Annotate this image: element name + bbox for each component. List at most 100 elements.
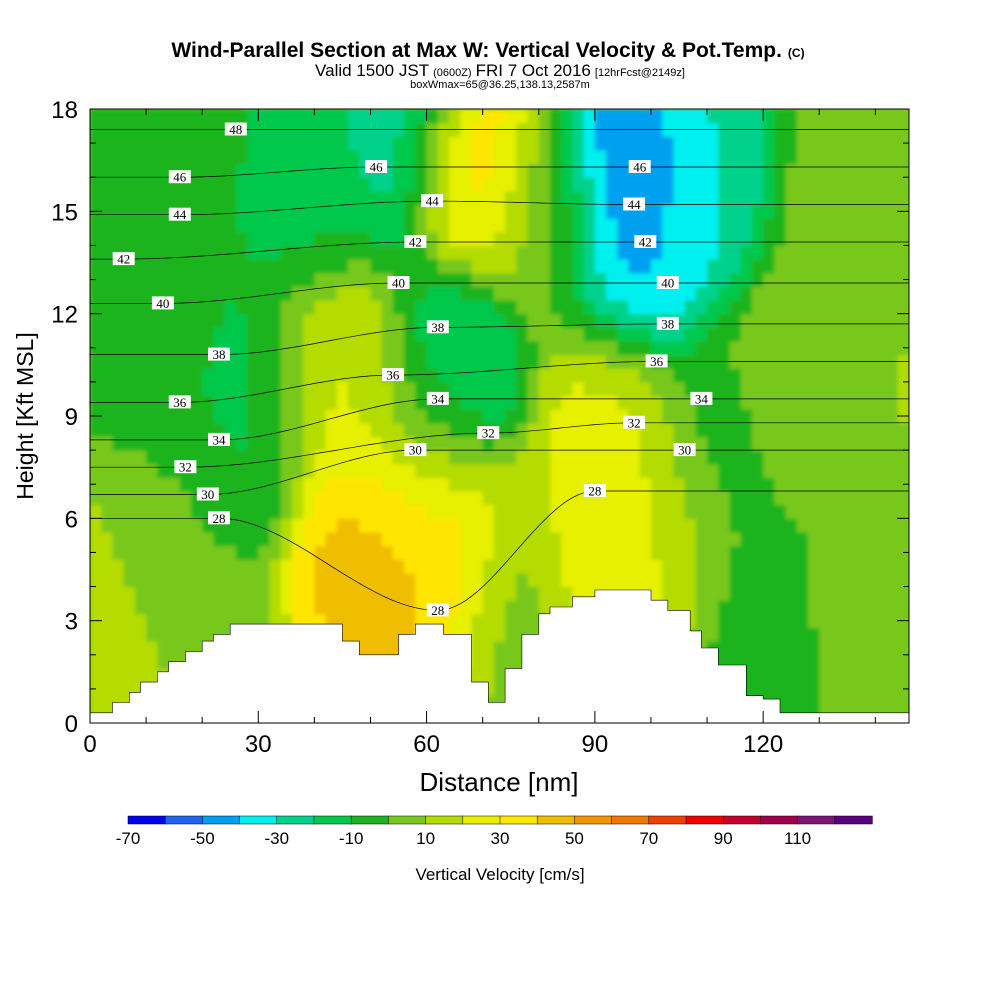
- w-cell: [258, 586, 271, 601]
- w-cell: [168, 450, 181, 465]
- w-cell: [639, 218, 652, 233]
- w-cell: [471, 368, 484, 383]
- w-cell: [404, 450, 416, 465]
- w-cell: [628, 341, 641, 356]
- w-cell: [157, 204, 170, 219]
- w-cell: [314, 559, 327, 574]
- w-cell: [516, 477, 529, 492]
- w-cell: [864, 149, 876, 165]
- w-cell: [415, 368, 428, 383]
- w-cell: [90, 600, 102, 615]
- w-cell: [471, 586, 484, 601]
- w-cell: [157, 381, 170, 397]
- w-cell: [258, 327, 271, 342]
- w-cell: [381, 545, 394, 560]
- w-cell: [291, 300, 304, 315]
- w-cell: [370, 272, 383, 287]
- w-cell: [684, 245, 697, 260]
- w-cell: [123, 163, 136, 178]
- w-cell: [527, 177, 540, 192]
- w-cell: [336, 491, 349, 506]
- w-cell: [864, 613, 876, 628]
- w-cell: [718, 463, 731, 478]
- w-cell: [359, 272, 372, 287]
- w-cell: [662, 163, 674, 178]
- w-cell: [449, 245, 461, 260]
- w-cell: [763, 627, 775, 642]
- w-cell: [146, 572, 158, 588]
- w-cell: [796, 177, 809, 192]
- w-cell: [90, 286, 102, 301]
- w-cell: [841, 450, 854, 465]
- w-cell: [112, 422, 125, 437]
- w-cell: [740, 300, 753, 315]
- w-cell: [157, 559, 170, 574]
- w-cell: [808, 450, 820, 465]
- w-cell: [830, 286, 843, 301]
- w-cell: [123, 204, 136, 219]
- w-cell: [449, 313, 461, 328]
- w-cell: [314, 368, 327, 383]
- w-cell: [606, 190, 618, 206]
- w-cell: [146, 613, 158, 628]
- w-cell: [751, 613, 764, 628]
- w-cell: [729, 409, 742, 424]
- w-cell: [617, 300, 630, 315]
- w-cell: [404, 163, 416, 178]
- w-cell: [426, 409, 439, 424]
- w-cell: [606, 395, 618, 410]
- w-cell: [224, 109, 237, 124]
- w-cell: [359, 518, 372, 533]
- w-cell: [146, 477, 158, 492]
- w-cell: [460, 272, 472, 287]
- w-cell: [830, 682, 843, 697]
- w-cell: [886, 422, 899, 437]
- w-cell: [707, 463, 719, 478]
- w-cell: [482, 136, 495, 151]
- w-cell: [830, 668, 843, 683]
- w-cell: [348, 422, 360, 437]
- w-cell: [112, 149, 125, 165]
- w-cell: [314, 532, 327, 547]
- w-cell: [381, 641, 394, 656]
- w-cell: [662, 450, 674, 465]
- w-cell: [707, 477, 719, 492]
- w-cell: [258, 231, 271, 246]
- w-cell: [426, 613, 439, 628]
- w-cell: [493, 450, 506, 465]
- w-cell: [572, 477, 585, 492]
- w-cell: [763, 109, 775, 124]
- w-cell: [348, 545, 360, 560]
- w-cell: [426, 436, 439, 451]
- w-cell: [875, 395, 888, 410]
- w-cell: [594, 163, 607, 178]
- w-cell: [157, 504, 170, 519]
- w-cell: [370, 327, 383, 342]
- w-cell: [651, 381, 663, 397]
- w-cell: [550, 272, 562, 287]
- w-cell: [550, 463, 562, 478]
- w-cell: [785, 327, 798, 342]
- w-cell: [785, 286, 798, 301]
- w-cell: [314, 300, 327, 315]
- w-cell: [673, 368, 686, 383]
- w-cell: [751, 177, 764, 192]
- w-cell: [875, 231, 888, 246]
- w-cell: [191, 149, 203, 165]
- w-cell: [751, 600, 764, 615]
- w-cell: [482, 545, 495, 560]
- w-cell: [202, 627, 214, 642]
- w-cell: [617, 231, 630, 246]
- w-cell: [606, 422, 618, 437]
- w-cell: [897, 190, 909, 206]
- w-cell: [168, 613, 181, 628]
- w-cell: [404, 259, 416, 274]
- w-cell: [370, 231, 383, 246]
- w-cell: [718, 409, 731, 424]
- w-cell: [561, 354, 573, 369]
- w-cell: [314, 572, 327, 588]
- w-cell: [168, 600, 181, 615]
- w-cell: [751, 627, 764, 642]
- w-cell: [897, 286, 909, 301]
- w-cell: [550, 163, 562, 178]
